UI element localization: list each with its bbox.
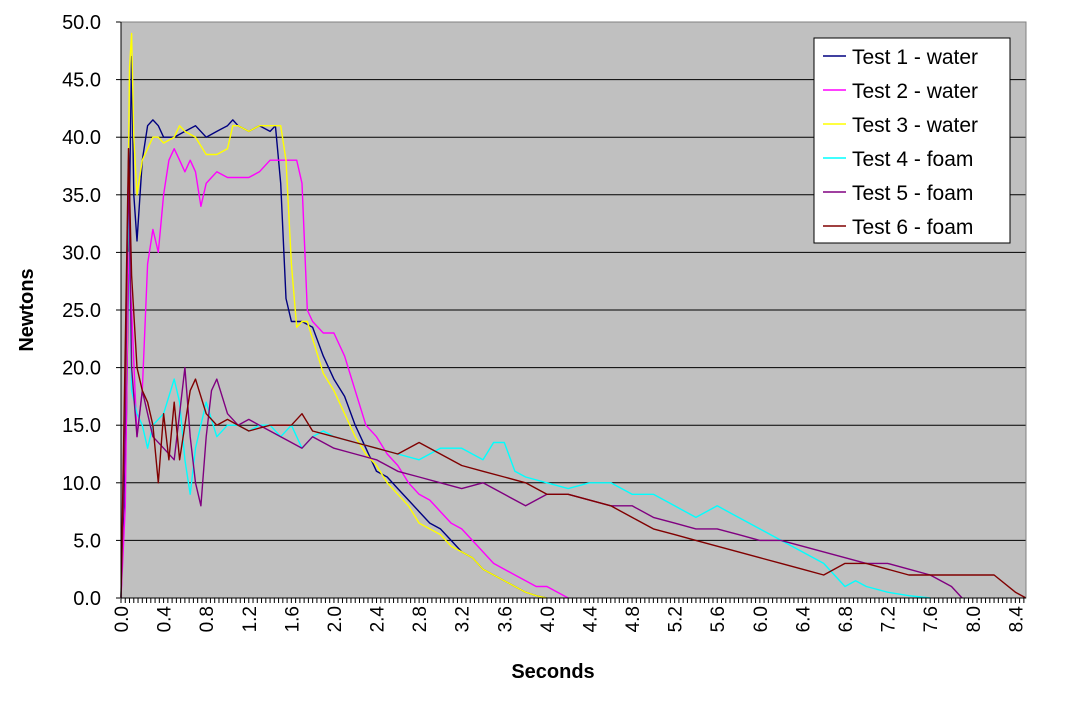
legend-label-1: Test 1 - water (852, 46, 978, 69)
y-tick-label: 50.0 (62, 12, 101, 34)
x-tick-label: 5.2 (666, 606, 687, 632)
series-lines (120, 32, 1027, 599)
y-tick-label: 20.0 (62, 358, 101, 380)
x-tick-label: 0.8 (197, 606, 218, 632)
x-minor-ticks (120, 598, 1025, 603)
x-tick-label: 6.4 (793, 606, 814, 633)
series-line-1 (120, 55, 548, 599)
x-tick-label: 6.0 (751, 606, 772, 632)
legend-label-3: Test 3 - water (852, 114, 978, 137)
x-tick-labels: 0.0 0.4 0.8 1.2 1.6 2.0 2.4 2.8 3.2 3.6 4.0 4.4 4.8 5… (112, 606, 1027, 633)
y-tick-label: 25.0 (62, 300, 101, 322)
x-tick-label: 4.8 (623, 606, 644, 632)
y-axis-title: Newtons (16, 268, 38, 351)
legend-label-2: Test 2 - water (852, 80, 978, 103)
x-tick-label: 2.4 (368, 606, 389, 633)
legend: Test 1 - water Test 2 - water Test 3 - wat… (813, 37, 1011, 244)
x-tick-label: 8.4 (1006, 606, 1027, 633)
y-tick-label: 10.0 (62, 473, 101, 495)
x-tick-label: 4.4 (580, 606, 601, 633)
x-tick-label: 3.6 (495, 606, 516, 632)
x-tick-label: 1.6 (282, 606, 303, 632)
x-tick-label: 5.6 (708, 606, 729, 632)
x-tick-label: 2.0 (325, 606, 346, 632)
y-tick-label: 30.0 (62, 242, 101, 264)
legend-box (813, 37, 1011, 244)
x-tick-label: 6.8 (836, 606, 857, 632)
series-line-3 (120, 32, 548, 599)
y-tick-label: 0.0 (73, 588, 101, 610)
y-tick-label: 15.0 (62, 415, 101, 437)
x-tick-label: 7.6 (921, 606, 942, 632)
legend-label-6: Test 6 - foam (852, 216, 973, 239)
series-line-5 (120, 159, 963, 599)
y-tick-label: 35.0 (62, 185, 101, 207)
legend-label-5: Test 5 - foam (852, 182, 973, 205)
y-tick-labels: 0.0 5.0 10.0 15.0 20.0 25.0 30.0 35.0 40.0 45.0 50… (62, 12, 101, 610)
series-line-6 (120, 147, 1027, 599)
x-axis-title: Seconds (511, 661, 594, 683)
x-tick-label: 7.2 (879, 606, 900, 632)
y-tick-label: 45.0 (62, 70, 101, 92)
x-tick-label: 3.2 (453, 606, 474, 632)
y-tick-label: 5.0 (73, 530, 101, 552)
y-tick-label: 40.0 (62, 127, 101, 149)
x-tick-label: 1.2 (240, 606, 261, 632)
x-tick-label: 2.8 (410, 606, 431, 632)
legend-label-4: Test 4 - foam (852, 148, 973, 171)
x-tick-label: 0.4 (155, 606, 176, 633)
x-tick-label: 0.0 (112, 606, 133, 632)
series-line-2 (120, 147, 569, 599)
x-tick-label: 8.0 (964, 606, 985, 632)
x-tick-label: 4.0 (538, 606, 559, 632)
